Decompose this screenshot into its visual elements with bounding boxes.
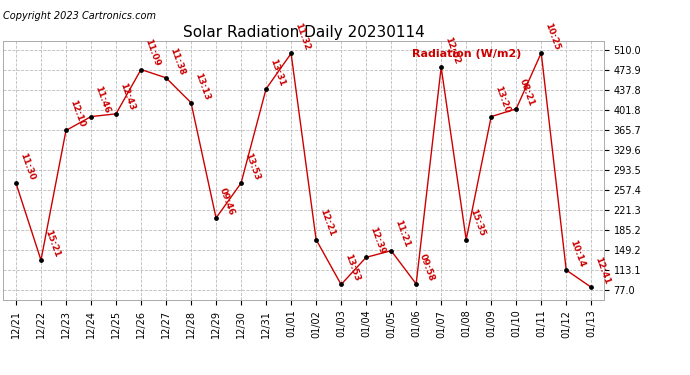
Point (435, 64, 446, 70)
Text: Copyright 2023 Cartronics.com: Copyright 2023 Cartronics.com (3, 11, 157, 21)
Point (386, 248, 397, 254)
Text: 13:31: 13:31 (268, 57, 286, 87)
Point (161, 75, 172, 81)
Point (486, 114, 497, 120)
Point (135, 66, 146, 72)
Text: 12:39: 12:39 (368, 226, 386, 256)
Point (310, 237, 322, 243)
Point (261, 86, 272, 92)
Text: Radiation (W/m2): Radiation (W/m2) (412, 49, 521, 59)
Point (535, 50, 546, 56)
Point (10, 180, 21, 186)
Text: 13:53: 13:53 (243, 152, 262, 182)
Point (186, 100, 197, 106)
Text: 11:38: 11:38 (168, 46, 186, 76)
Text: 13:53: 13:53 (343, 253, 362, 283)
Point (35, 257, 46, 263)
Text: 11:09: 11:09 (143, 38, 161, 68)
Text: 13:13: 13:13 (193, 71, 211, 101)
Text: 09:46: 09:46 (218, 186, 237, 216)
Text: 12:43: 12:43 (118, 82, 137, 112)
Point (286, 51, 297, 57)
Point (461, 237, 472, 243)
Text: 11:30: 11:30 (18, 152, 36, 182)
Point (411, 281, 422, 287)
Text: 12:02: 12:02 (443, 36, 462, 66)
Text: 11:32: 11:32 (293, 22, 311, 52)
Point (86, 114, 97, 120)
Point (511, 106, 522, 112)
Point (586, 284, 597, 290)
Point (61, 128, 72, 134)
Point (335, 282, 346, 288)
Point (361, 254, 372, 260)
Text: 15:35: 15:35 (469, 208, 486, 238)
Point (110, 111, 121, 117)
Text: 12:21: 12:21 (318, 208, 336, 238)
Point (235, 180, 246, 186)
Title: Solar Radiation Daily 20230114: Solar Radiation Daily 20230114 (183, 25, 424, 40)
Text: 12:41: 12:41 (593, 255, 611, 286)
Text: 10:25: 10:25 (543, 21, 562, 51)
Point (210, 215, 221, 221)
Text: 12:10: 12:10 (68, 99, 86, 129)
Text: 10:14: 10:14 (569, 238, 586, 268)
Text: 15:21: 15:21 (43, 228, 61, 258)
Point (561, 267, 572, 273)
Text: 11:46: 11:46 (93, 85, 111, 115)
Text: 09:58: 09:58 (418, 252, 436, 282)
Text: 13:20: 13:20 (493, 85, 511, 115)
Text: 11:21: 11:21 (393, 219, 411, 249)
Text: 08:21: 08:21 (518, 77, 536, 107)
